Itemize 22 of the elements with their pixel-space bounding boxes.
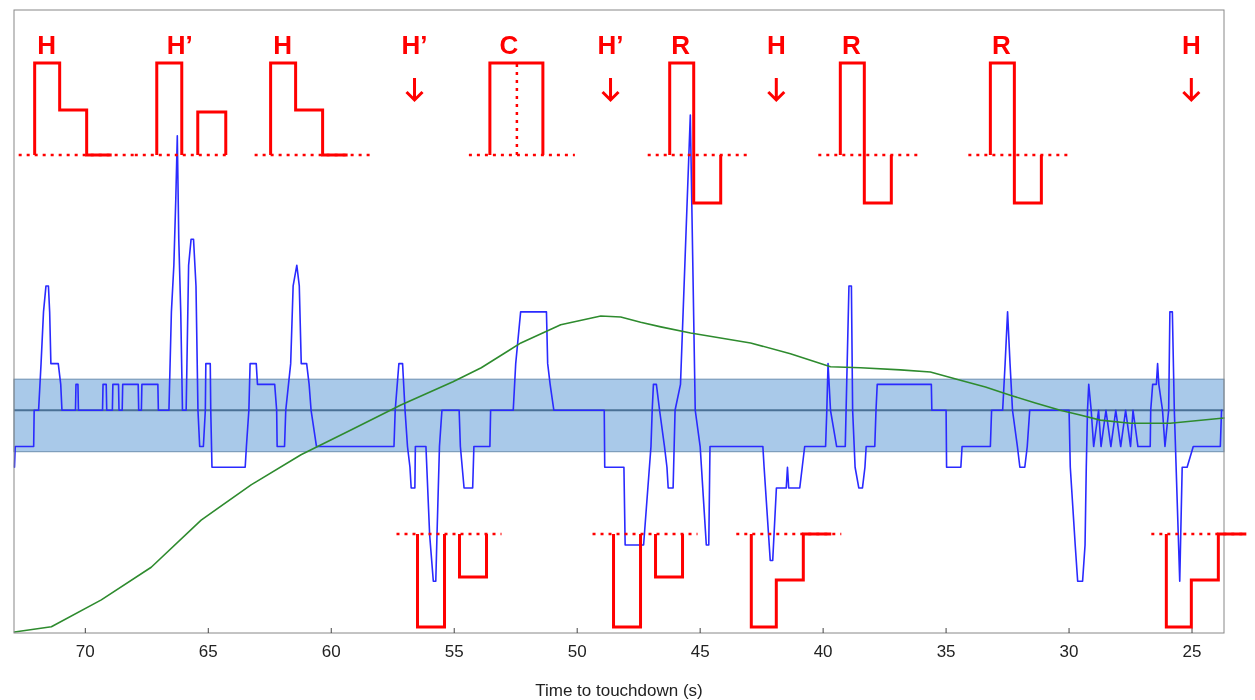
- x-tick-label: 70: [75, 642, 95, 661]
- text: H’: [166, 30, 193, 60]
- text: H: [766, 30, 786, 60]
- x-tick-label: 25: [1182, 642, 1202, 661]
- x-tick-label: 50: [567, 642, 587, 661]
- text: R: [671, 30, 691, 60]
- x-tick-label: 65: [198, 642, 218, 661]
- x-axis-title: Time to touchdown (s): [535, 681, 703, 700]
- x-tick-label: 60: [321, 642, 341, 661]
- text: H: [273, 30, 293, 60]
- text: R: [841, 30, 861, 60]
- x-tick-label: 45: [690, 642, 710, 661]
- text: R: [991, 30, 1011, 60]
- x-tick-label: 40: [813, 642, 833, 661]
- text: H: [37, 30, 57, 60]
- text: H’: [597, 30, 624, 60]
- x-tick-label: 35: [936, 642, 956, 661]
- x-tick-label: 55: [444, 642, 464, 661]
- text: H: [1181, 30, 1201, 60]
- text: C: [499, 30, 519, 60]
- x-tick-label: 30: [1059, 642, 1079, 661]
- text: H’: [401, 30, 428, 60]
